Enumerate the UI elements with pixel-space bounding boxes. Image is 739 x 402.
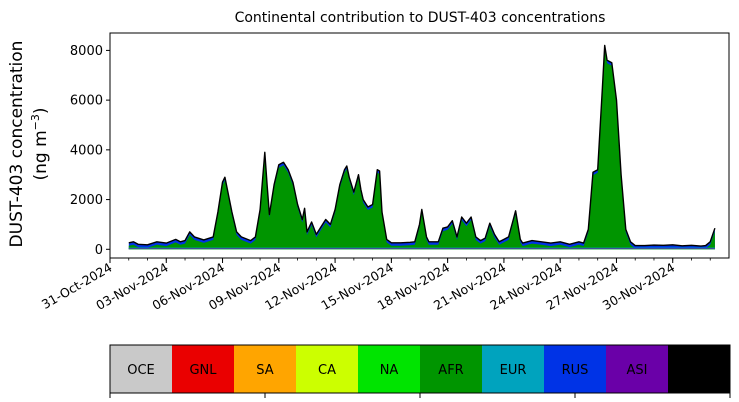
legend-label-NA: NA xyxy=(380,363,399,378)
legend-swatch-SA xyxy=(234,345,297,393)
chart-title: Continental contribution to DUST-403 con… xyxy=(235,10,606,26)
legend-label-SA: SA xyxy=(256,363,273,378)
legend-swatch-NA xyxy=(358,345,421,393)
legend-swatch-CA xyxy=(296,345,359,393)
y-tick-label: 6000 xyxy=(70,94,103,109)
legend-label-RUS: RUS xyxy=(562,363,589,378)
y-axis-label-line1: DUST-403 concentration xyxy=(7,41,27,248)
legend-swatch-ASI xyxy=(606,345,669,393)
legend-label-AUS: AUS xyxy=(686,363,713,378)
y-tick-label: 8000 xyxy=(70,44,103,59)
legend-label-AFR: AFR xyxy=(438,363,463,378)
y-tick-label: 4000 xyxy=(70,143,103,158)
legend-label-CA: CA xyxy=(318,363,336,378)
legend-swatch-GNL xyxy=(172,345,235,393)
legend-label-ASI: ASI xyxy=(627,363,648,378)
y-axis-label-close: ) xyxy=(31,107,51,114)
legend-label-GNL: GNL xyxy=(189,363,217,378)
legend-colorbar: OCE GNL SA CA NA AFR EUR RUS ASI AUS xyxy=(109,344,731,398)
legend-swatch-AFR xyxy=(420,345,483,393)
area-AFR xyxy=(128,48,715,250)
y-axis-label-exponent: −3 xyxy=(29,114,42,130)
legend-label-OCE: OCE xyxy=(127,363,155,378)
y-axis: 0 2000 4000 6000 8000 xyxy=(70,44,110,258)
legend-swatch-EUR xyxy=(482,345,545,393)
y-tick-label: 2000 xyxy=(70,193,103,208)
x-axis: 31-Oct-202403-Nov-202406-Nov-202409-Nov-… xyxy=(39,258,711,313)
y-axis-label-unit: (ng m xyxy=(31,130,51,180)
legend-swatch-RUS xyxy=(544,345,607,393)
y-axis-label-line2: (ng m−3) xyxy=(29,107,51,180)
legend-label-EUR: EUR xyxy=(500,363,527,378)
legend-swatch-AUS xyxy=(668,345,731,393)
total-line xyxy=(128,44,716,247)
y-axis-label: DUST-403 concentration (ng m−3) xyxy=(7,41,51,248)
legend-swatch-OCE xyxy=(110,345,173,393)
plot-area xyxy=(109,32,730,259)
y-tick-label: 0 xyxy=(95,243,103,258)
plot-frame xyxy=(109,32,730,259)
